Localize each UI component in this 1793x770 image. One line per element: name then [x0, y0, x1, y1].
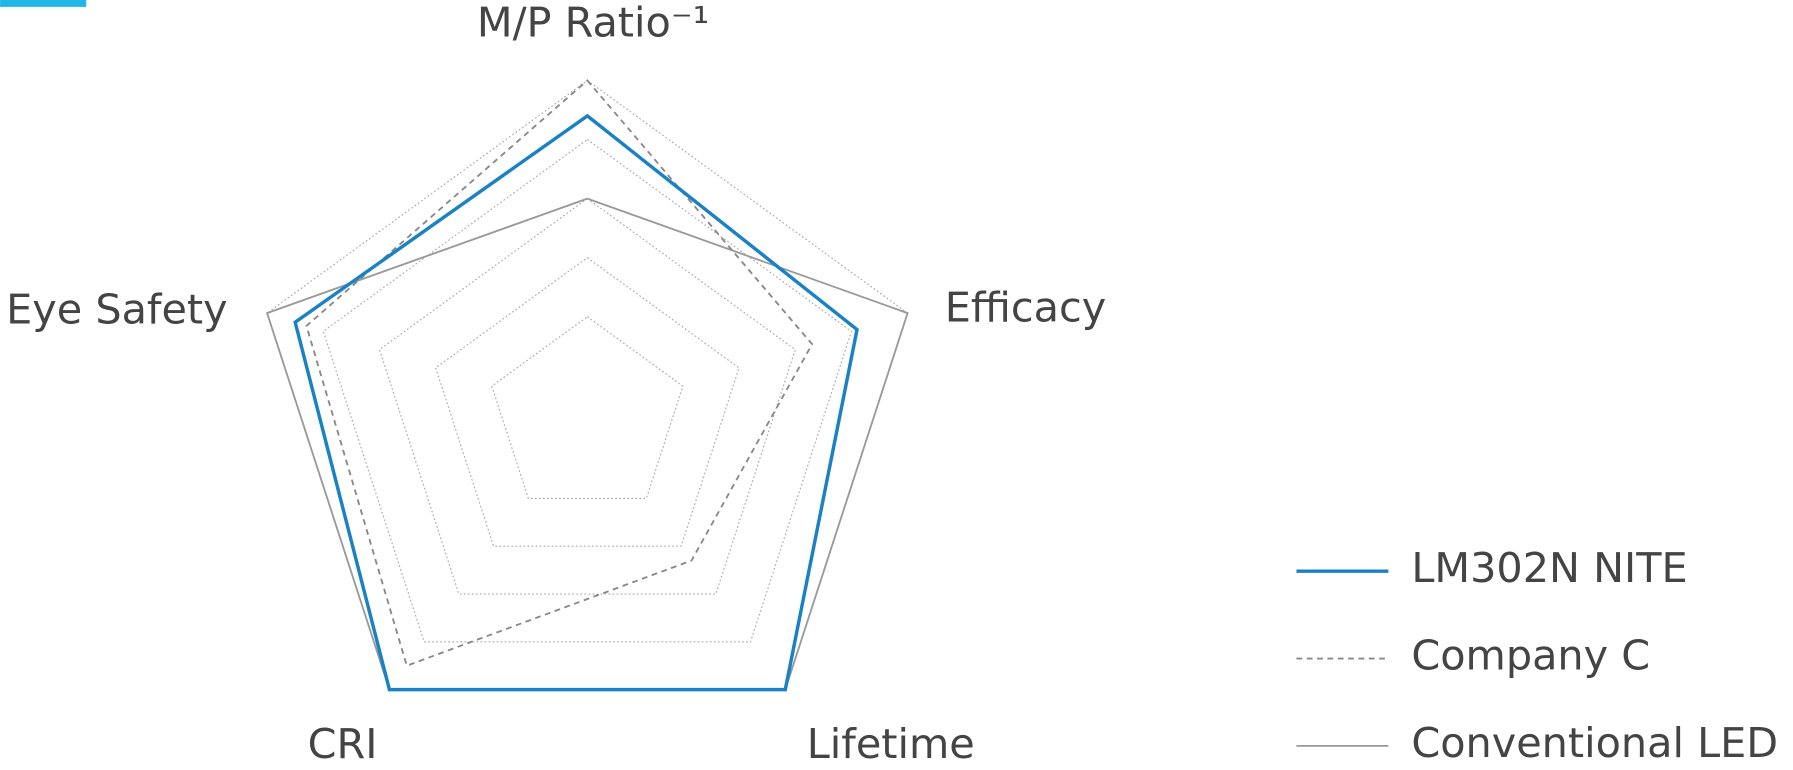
axis-label: CRI	[308, 720, 378, 768]
legend-label: Company C	[1411, 632, 1650, 680]
axis-label: M/P Ratio⁻¹	[477, 0, 709, 46]
axis-label: Eye Safety	[6, 286, 228, 334]
grid-ring	[434, 256, 740, 547]
decoration	[0, 0, 87, 7]
grid-ring	[322, 138, 853, 643]
grid-ring	[378, 197, 796, 595]
series-outline	[305, 79, 814, 667]
grid-ring	[491, 316, 684, 500]
legend-label: LM302N NITE	[1411, 544, 1687, 592]
legend-label: Conventional LED	[1411, 719, 1778, 767]
series-outline	[293, 113, 859, 692]
axis-label: Lifetime	[807, 720, 975, 768]
axis-label: Efficacy	[945, 283, 1106, 331]
